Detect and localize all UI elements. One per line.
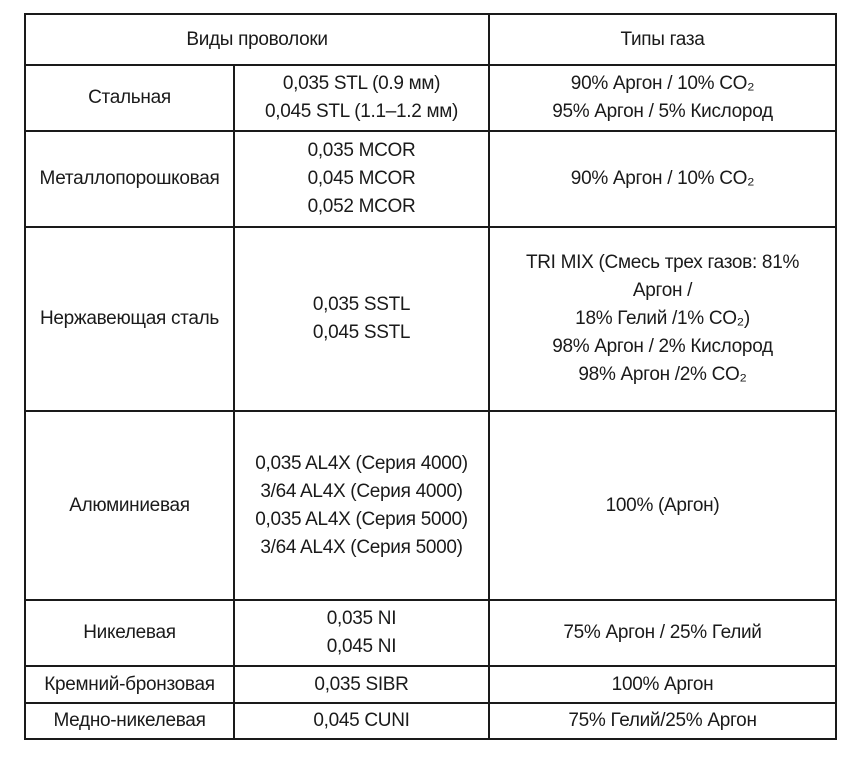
wire-sizes-cell: 0,035 AL4X (Серия 4000) 3/64 AL4X (Серия… xyxy=(232,410,491,601)
wire-sizes-cell: 0,035 MCOR 0,045 MCOR 0,052 MCOR xyxy=(232,130,491,228)
gas-type-line: 95% Аргон / 5% Кислород xyxy=(552,101,773,122)
gas-type-line: 98% Аргон /2% CO₂ xyxy=(578,364,747,385)
gas-type-line: 75% Аргон / 25% Гелий xyxy=(563,622,762,643)
gas-type-line: 100% (Аргон) xyxy=(605,494,720,516)
wire-sizes-cell: 0,035 NI 0,045 NI xyxy=(232,599,491,667)
wire-size-line: 0,035 SIBR xyxy=(314,673,409,695)
gas-type-line: TRI MIX (Смесь трех газов: 81% xyxy=(525,252,800,273)
gas-type-line: 98% Аргон / 2% Кислород xyxy=(552,336,773,357)
gas-types-cell: 75% Гелий/25% Аргон xyxy=(488,702,838,740)
table-row-copper-nickel: Медно-никелевая 0,045 CUNI 75% Гелий/25%… xyxy=(24,702,838,740)
gas-types-cell: 75% Аргон / 25% Гелий xyxy=(488,599,838,667)
wire-size-line: 3/64 AL4X (Серия 4000) xyxy=(260,480,463,502)
wire-types-header: Виды проволоки xyxy=(23,13,491,66)
wire-size-line: 0,045 STL (1.1–1.2 мм) xyxy=(264,101,459,122)
wire-size-line: 0,035 AL4X (Серия 5000) xyxy=(255,508,468,530)
gas-type-line: 18% Гелий /1% CO₂) xyxy=(575,308,750,329)
wire-size-line: 0,035 NI xyxy=(326,608,397,629)
gas-type-line: 100% Аргон xyxy=(611,673,714,695)
wire-size-line: 0,035 MCOR xyxy=(307,140,416,161)
gas-type-line: 90% Аргон / 10% CO₂ xyxy=(570,168,755,189)
wire-gas-table: Виды проволоки Типы газа Стальная 0,035 … xyxy=(23,13,838,740)
table-row-silicon-bronze: Кремний-бронзовая 0,035 SIBR 100% Аргон xyxy=(24,665,838,704)
table-row-steel: Стальная 0,035 STL (0.9 мм) 0,045 STL (1… xyxy=(24,64,838,132)
wire-size-line: 0,035 SSTL xyxy=(312,294,411,315)
wire-type-cell: Никелевая xyxy=(24,599,235,667)
wire-sizes-cell: 0,045 CUNI xyxy=(232,702,491,740)
table-row-nickel: Никелевая 0,035 NI 0,045 NI 75% Аргон / … xyxy=(24,599,838,667)
gas-types-cell: 90% Аргон / 10% CO₂ 95% Аргон / 5% Кисло… xyxy=(488,64,838,132)
wire-sizes-cell: 0,035 SSTL 0,045 SSTL xyxy=(232,226,491,412)
wire-size-line: 0,052 MCOR xyxy=(307,196,416,217)
wire-sizes-cell: 0,035 STL (0.9 мм) 0,045 STL (1.1–1.2 мм… xyxy=(232,64,491,132)
wire-type-cell: Металлопорошковая xyxy=(24,130,235,228)
wire-type-cell: Медно-никелевая xyxy=(24,702,235,740)
gas-type-line: 90% Аргон / 10% CO₂ xyxy=(570,73,755,94)
wire-size-line: 0,045 NI xyxy=(326,636,397,657)
wire-size-line: 0,035 AL4X (Серия 4000) xyxy=(255,452,468,474)
gas-types-header: Типы газа xyxy=(488,13,838,66)
gas-type-line: 75% Гелий/25% Аргон xyxy=(568,710,757,731)
wire-sizes-cell: 0,035 SIBR xyxy=(232,665,491,704)
wire-type-cell: Кремний-бронзовая xyxy=(24,665,235,704)
wire-size-line: 3/64 AL4X (Серия 5000) xyxy=(260,536,463,558)
gas-types-cell: 90% Аргон / 10% CO₂ xyxy=(488,130,838,228)
gas-types-cell: 100% (Аргон) xyxy=(488,410,838,601)
table-row-stainless: Нержавеющая сталь 0,035 SSTL 0,045 SSTL … xyxy=(24,226,838,412)
gas-type-line: Аргон / xyxy=(632,280,693,301)
wire-size-line: 0,045 MCOR xyxy=(307,168,416,189)
table-row-metal-cored: Металлопорошковая 0,035 MCOR 0,045 MCOR … xyxy=(24,130,838,228)
table-row-aluminum: Алюминиевая 0,035 AL4X (Серия 4000) 3/64… xyxy=(24,410,838,601)
gas-types-cell: 100% Аргон xyxy=(488,665,838,704)
wire-type-cell: Алюминиевая xyxy=(24,410,235,601)
wire-type-cell: Нержавеющая сталь xyxy=(24,226,235,412)
wire-size-line: 0,045 CUNI xyxy=(313,710,410,731)
wire-size-line: 0,035 STL (0.9 мм) xyxy=(282,73,441,94)
wire-type-cell: Стальная xyxy=(24,64,235,132)
gas-types-cell: TRI MIX (Смесь трех газов: 81% Аргон / 1… xyxy=(488,226,838,412)
header-row: Виды проволоки Типы газа xyxy=(23,13,838,66)
wire-size-line: 0,045 SSTL xyxy=(312,322,411,343)
